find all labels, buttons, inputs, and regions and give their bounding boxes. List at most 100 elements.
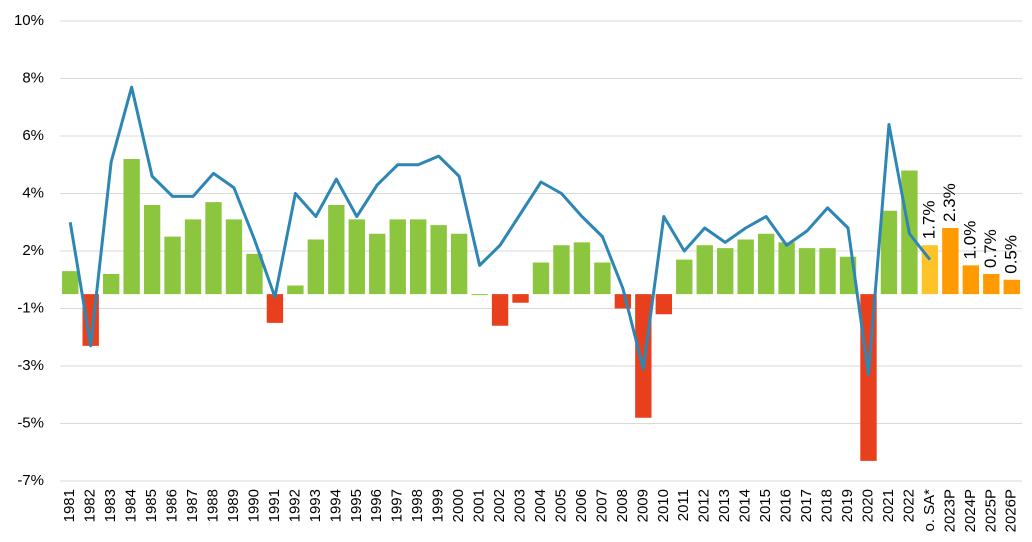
x-tick-label: 1997 [389, 489, 406, 522]
y-tick-label: -1% [17, 299, 44, 316]
x-tick-label: 1986 [164, 489, 181, 522]
bar [389, 219, 406, 295]
y-tick-label: 8% [22, 69, 44, 86]
x-tick-label: o. SA* [921, 489, 938, 532]
x-tick-label: 1982 [82, 489, 99, 522]
bar [655, 294, 672, 315]
y-tick-label: 2% [22, 242, 44, 259]
x-tick-label: 2025P [982, 489, 999, 532]
x-tick-label: 2012 [696, 489, 713, 522]
x-tick-label: 1992 [286, 489, 303, 522]
value-label: 1.7% [919, 201, 938, 240]
x-tick-label: 2023P [941, 489, 958, 532]
bar [676, 259, 693, 295]
bar [205, 202, 222, 295]
x-tick-label: 2022 [900, 489, 917, 522]
bar [962, 265, 980, 295]
bar [553, 245, 570, 295]
bar [348, 219, 365, 295]
y-tick-label: 4% [22, 184, 44, 201]
bar [635, 294, 652, 418]
x-tick-label: 2015 [757, 489, 774, 522]
x-tick-label: 1998 [409, 489, 426, 522]
x-tick-label: 1995 [348, 489, 365, 522]
bar [62, 271, 79, 295]
x-tick-label: 1985 [143, 489, 160, 522]
x-tick-label: 2018 [819, 489, 836, 522]
bar [430, 225, 447, 295]
x-tick-label: 2005 [552, 489, 569, 522]
bar [594, 262, 611, 295]
bar [696, 245, 713, 295]
bar [225, 219, 243, 295]
bar [819, 248, 836, 295]
x-tick-label: 2000 [450, 489, 467, 522]
value-label: 0.5% [1001, 235, 1020, 274]
bar [921, 245, 939, 295]
bar [287, 285, 304, 295]
bar [532, 262, 550, 295]
bar [410, 219, 427, 295]
value-label: 1.0% [960, 221, 979, 260]
bar [123, 159, 140, 295]
x-tick-label: 2009 [634, 489, 651, 522]
bar [143, 205, 161, 295]
x-tick-label: 2014 [737, 489, 754, 522]
x-tick-label: 2013 [716, 489, 733, 522]
x-tick-label: 1989 [225, 489, 242, 522]
bar [164, 236, 181, 295]
bar [717, 248, 734, 295]
x-tick-label: 1984 [123, 489, 140, 522]
x-tick-label: 2017 [798, 489, 815, 522]
bar [369, 233, 386, 295]
bar [880, 210, 898, 295]
bar [184, 219, 202, 295]
x-tick-label: 2002 [491, 489, 508, 522]
bar [983, 274, 1000, 295]
bar [512, 294, 529, 303]
x-tick-label: 2020 [859, 489, 876, 522]
bar [573, 242, 591, 295]
x-tick-label: 1981 [61, 489, 78, 522]
bar [491, 294, 509, 326]
x-tick-label: 2024P [962, 489, 979, 532]
x-tick-label: 2010 [655, 489, 672, 522]
line [68, 85, 932, 377]
bar [246, 253, 263, 295]
bar [778, 242, 795, 295]
bar [328, 205, 345, 295]
x-tick-label: 1996 [368, 489, 385, 522]
bar [737, 239, 754, 295]
x-tick-label: 1994 [327, 489, 344, 522]
x-tick-label: 2026P [1003, 489, 1020, 532]
x-tick-label: 2006 [573, 489, 590, 522]
bar [102, 274, 120, 295]
bar [307, 239, 325, 295]
x-tick-label: 1999 [430, 489, 447, 522]
x-tick-label: 1991 [266, 489, 283, 522]
x-tick-label: 1983 [102, 489, 119, 522]
y-tick-label: -3% [17, 357, 44, 374]
x-tick-label: 2021 [880, 489, 897, 522]
x-tick-label: 1990 [245, 489, 262, 522]
x-tick-label: 2016 [778, 489, 795, 522]
y-tick-label: 6% [22, 127, 44, 144]
bar [1003, 279, 1020, 295]
x-tick-label: 2001 [471, 489, 488, 522]
y-tick-label: -5% [17, 414, 44, 431]
y-tick-label: -7% [17, 472, 44, 489]
bar [266, 294, 284, 323]
bar [450, 233, 468, 295]
bar [798, 248, 816, 295]
x-tick-label: 2003 [512, 489, 529, 522]
value-label: 2.3% [940, 183, 959, 222]
x-tick-label: 1993 [307, 489, 324, 522]
bar [757, 233, 775, 295]
x-tick-label: 2007 [593, 489, 610, 522]
x-tick-label: 2004 [532, 489, 549, 522]
y-tick-label: 10% [14, 12, 44, 29]
value-label: 0.7% [981, 229, 1000, 268]
bar [471, 294, 488, 296]
x-tick-label: 2019 [839, 489, 856, 522]
